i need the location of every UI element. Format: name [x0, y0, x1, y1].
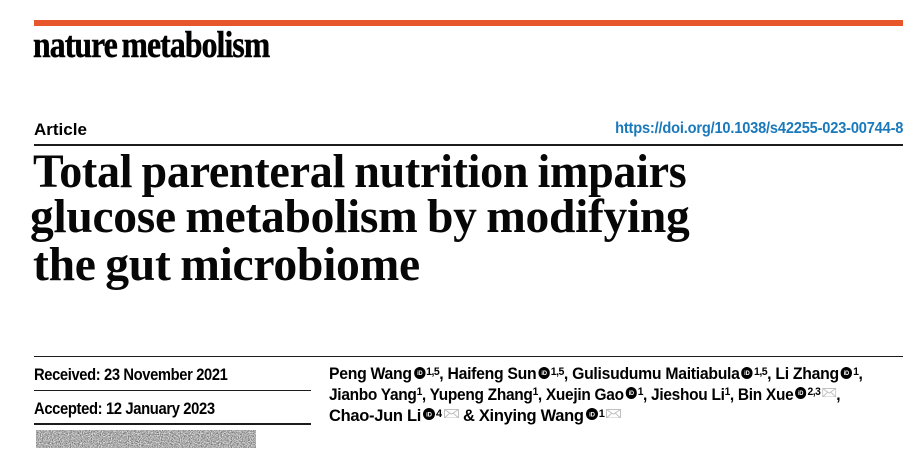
svg-text:iD: iD — [426, 413, 433, 419]
svg-text:iD: iD — [798, 391, 803, 397]
svg-text:iD: iD — [629, 391, 634, 397]
svg-text:iD: iD — [745, 371, 750, 377]
svg-text:iD: iD — [589, 413, 596, 419]
svg-text:iD: iD — [541, 371, 546, 377]
svg-text:iD: iD — [417, 371, 422, 377]
svg-text:iD: iD — [844, 371, 849, 377]
